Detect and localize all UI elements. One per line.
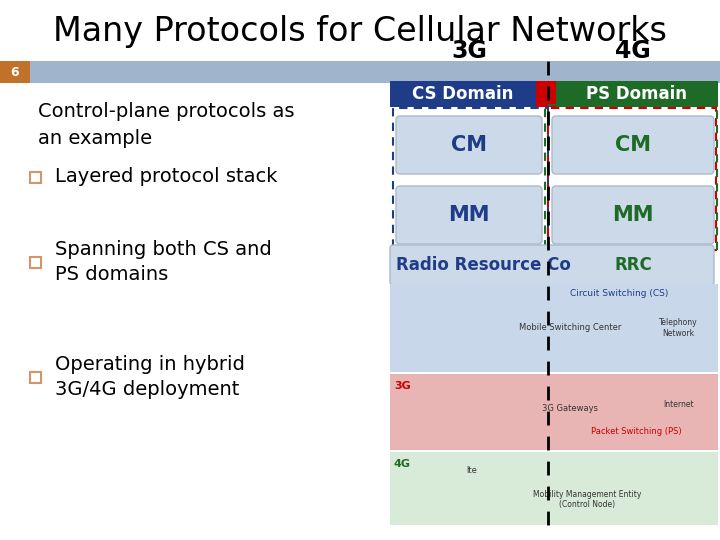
Text: 6: 6 (11, 65, 19, 78)
Text: Mobile Switching Center: Mobile Switching Center (519, 323, 621, 333)
Bar (30, 172, 41, 183)
Text: CM: CM (451, 135, 487, 155)
Text: MM: MM (449, 205, 490, 225)
Text: RRC: RRC (614, 256, 652, 274)
Text: lte: lte (467, 465, 477, 475)
Bar (390, 81, 536, 107)
Bar (556, 81, 718, 107)
Text: Internet: Internet (663, 400, 694, 409)
Bar (536, 81, 556, 107)
FancyBboxPatch shape (396, 186, 542, 244)
Bar (30, 257, 41, 268)
Text: 4G: 4G (394, 459, 411, 469)
Bar (393, 108, 548, 250)
Bar (390, 284, 718, 372)
FancyBboxPatch shape (552, 116, 714, 174)
Text: CS Domain: CS Domain (413, 85, 513, 103)
Text: Circuit Switching (CS): Circuit Switching (CS) (570, 289, 669, 299)
Text: Many Protocols for Cellular Networks: Many Protocols for Cellular Networks (53, 16, 667, 49)
FancyBboxPatch shape (390, 245, 714, 285)
Text: 3G: 3G (394, 381, 410, 391)
Text: Operating in hybrid
3G/4G deployment: Operating in hybrid 3G/4G deployment (55, 355, 245, 399)
Text: 4G: 4G (615, 39, 651, 63)
FancyBboxPatch shape (396, 116, 542, 174)
Text: Mobility Management Entity
(Control Node): Mobility Management Entity (Control Node… (533, 490, 641, 509)
Bar (390, 374, 718, 450)
Text: Telephony
Network: Telephony Network (660, 318, 698, 338)
Text: MM: MM (612, 205, 654, 225)
Bar (0, 61, 720, 83)
Bar (548, 108, 716, 250)
Bar (390, 452, 718, 525)
Bar (545, 105, 717, 253)
Bar (0, 61, 30, 83)
Text: 3G Gateways: 3G Gateways (542, 404, 598, 413)
Text: PS Domain: PS Domain (587, 85, 688, 103)
Text: CM: CM (615, 135, 651, 155)
Text: Spanning both CS and
PS domains: Spanning both CS and PS domains (55, 240, 271, 284)
Text: Radio Resource Co: Radio Resource Co (395, 256, 570, 274)
Text: 3G: 3G (451, 39, 487, 63)
Text: Control-plane protocols as
an example: Control-plane protocols as an example (38, 102, 294, 148)
FancyBboxPatch shape (552, 186, 714, 244)
Text: Packet Switching (PS): Packet Switching (PS) (590, 427, 681, 435)
Text: Layered protocol stack: Layered protocol stack (55, 167, 277, 186)
Bar (30, 372, 41, 383)
